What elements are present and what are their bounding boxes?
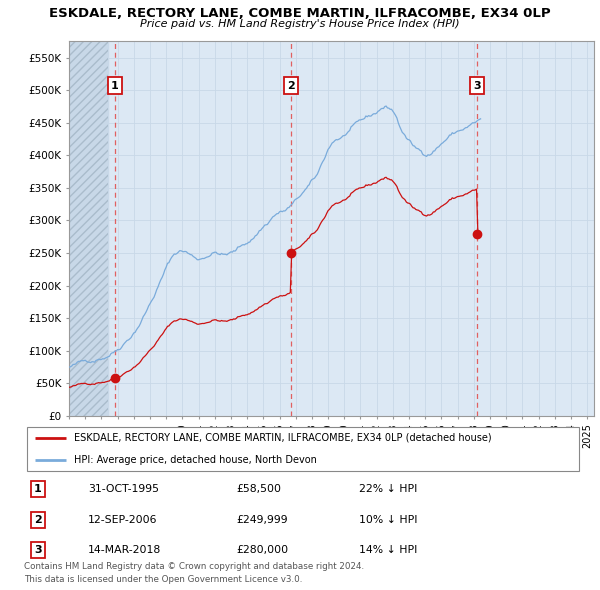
- Text: Contains HM Land Registry data © Crown copyright and database right 2024.: Contains HM Land Registry data © Crown c…: [24, 562, 364, 571]
- Text: Price paid vs. HM Land Registry's House Price Index (HPI): Price paid vs. HM Land Registry's House …: [140, 19, 460, 29]
- Text: ESKDALE, RECTORY LANE, COMBE MARTIN, ILFRACOMBE, EX34 0LP: ESKDALE, RECTORY LANE, COMBE MARTIN, ILF…: [49, 7, 551, 20]
- Text: 1: 1: [34, 484, 42, 494]
- Text: 1: 1: [111, 81, 119, 91]
- Text: 2: 2: [34, 515, 42, 525]
- Bar: [69, 41, 108, 416]
- Text: £280,000: £280,000: [236, 545, 288, 555]
- Text: 3: 3: [473, 81, 481, 91]
- Text: £249,999: £249,999: [236, 515, 287, 525]
- Text: This data is licensed under the Open Government Licence v3.0.: This data is licensed under the Open Gov…: [24, 575, 302, 584]
- Text: 10% ↓ HPI: 10% ↓ HPI: [359, 515, 418, 525]
- Text: 2: 2: [287, 81, 295, 91]
- Text: HPI: Average price, detached house, North Devon: HPI: Average price, detached house, Nort…: [74, 455, 317, 465]
- Text: 3: 3: [34, 545, 42, 555]
- Bar: [69, 41, 108, 416]
- Text: 31-OCT-1995: 31-OCT-1995: [88, 484, 159, 494]
- Text: 14% ↓ HPI: 14% ↓ HPI: [359, 545, 417, 555]
- Text: 14-MAR-2018: 14-MAR-2018: [88, 545, 161, 555]
- Text: £58,500: £58,500: [236, 484, 281, 494]
- FancyBboxPatch shape: [27, 427, 579, 471]
- Text: 22% ↓ HPI: 22% ↓ HPI: [359, 484, 417, 494]
- Text: 12-SEP-2006: 12-SEP-2006: [88, 515, 158, 525]
- Text: ESKDALE, RECTORY LANE, COMBE MARTIN, ILFRACOMBE, EX34 0LP (detached house): ESKDALE, RECTORY LANE, COMBE MARTIN, ILF…: [74, 433, 492, 443]
